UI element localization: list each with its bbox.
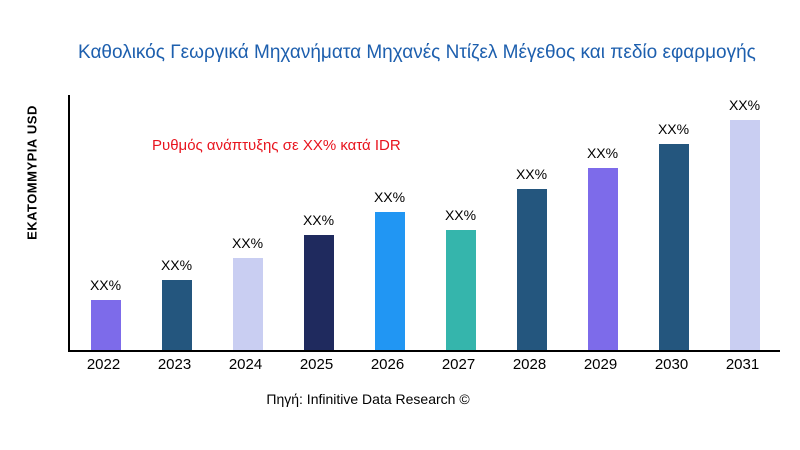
bar-value-label: XX% bbox=[586, 145, 619, 161]
bar bbox=[374, 212, 405, 350]
x-tick-2026: 2026 bbox=[370, 356, 405, 373]
x-tick-2027: 2027 bbox=[441, 356, 476, 373]
bar-series: XX% XX% XX% XX% XX% XX% XX% XX% XX% XX% bbox=[70, 95, 780, 350]
bar-group-2026: XX% bbox=[355, 189, 425, 350]
bar bbox=[516, 189, 547, 350]
x-tick-2025: 2025 bbox=[299, 356, 334, 373]
bar-group-2027: XX% bbox=[426, 207, 496, 350]
x-tick-2024: 2024 bbox=[228, 356, 263, 373]
x-tick-2028: 2028 bbox=[512, 356, 547, 373]
bar-value-label: XX% bbox=[728, 97, 761, 113]
bar-value-label: XX% bbox=[515, 166, 548, 182]
bar-value-label: XX% bbox=[444, 207, 477, 223]
bar-group-2030: XX% bbox=[639, 121, 709, 350]
bar-group-2023: XX% bbox=[142, 257, 212, 350]
x-tick-2030: 2030 bbox=[654, 356, 689, 373]
bar-group-2025: XX% bbox=[284, 212, 354, 350]
x-tick-2031: 2031 bbox=[725, 356, 760, 373]
bar bbox=[445, 230, 476, 350]
bar-group-2022: XX% bbox=[71, 277, 141, 350]
bar-value-label: XX% bbox=[160, 257, 193, 273]
growth-rate-annotation: Ρυθμός ανάπτυξης σε XX% κατά IDR bbox=[152, 137, 401, 154]
bar bbox=[729, 120, 760, 350]
bar bbox=[161, 280, 192, 350]
x-tick-2029: 2029 bbox=[583, 356, 618, 373]
bar bbox=[658, 144, 689, 350]
bar-value-label: XX% bbox=[231, 235, 264, 251]
bar bbox=[303, 235, 334, 350]
bar-group-2024: XX% bbox=[213, 235, 283, 350]
bar bbox=[90, 300, 121, 350]
bar bbox=[587, 168, 618, 350]
source-attribution: Πηγή: Infinitive Data Research © bbox=[266, 391, 470, 407]
bar-value-label: XX% bbox=[373, 189, 406, 205]
chart-title: Καθολικός Γεωργικά Μηχανήματα Μηχανές Ντ… bbox=[78, 42, 756, 63]
plot-area: Ρυθμός ανάπτυξης σε XX% κατά IDR XX% XX% X… bbox=[68, 95, 780, 352]
bar-value-label: XX% bbox=[89, 277, 122, 293]
y-axis-label: ΕΚΑΤΟΜΜΥΡΙΑ USD bbox=[24, 105, 40, 240]
bar-value-label: XX% bbox=[302, 212, 335, 228]
x-tick-2023: 2023 bbox=[157, 356, 192, 373]
bar bbox=[232, 258, 263, 350]
bar-group-2028: XX% bbox=[497, 166, 567, 350]
x-tick-2022: 2022 bbox=[86, 356, 121, 373]
bar-value-label: XX% bbox=[657, 121, 690, 137]
bar-group-2029: XX% bbox=[568, 145, 638, 350]
x-axis-tick-labels: 2022 2023 2024 2025 2026 2027 2028 2029 2030 2031 bbox=[68, 356, 778, 373]
bar-group-2031: XX% bbox=[710, 97, 780, 350]
